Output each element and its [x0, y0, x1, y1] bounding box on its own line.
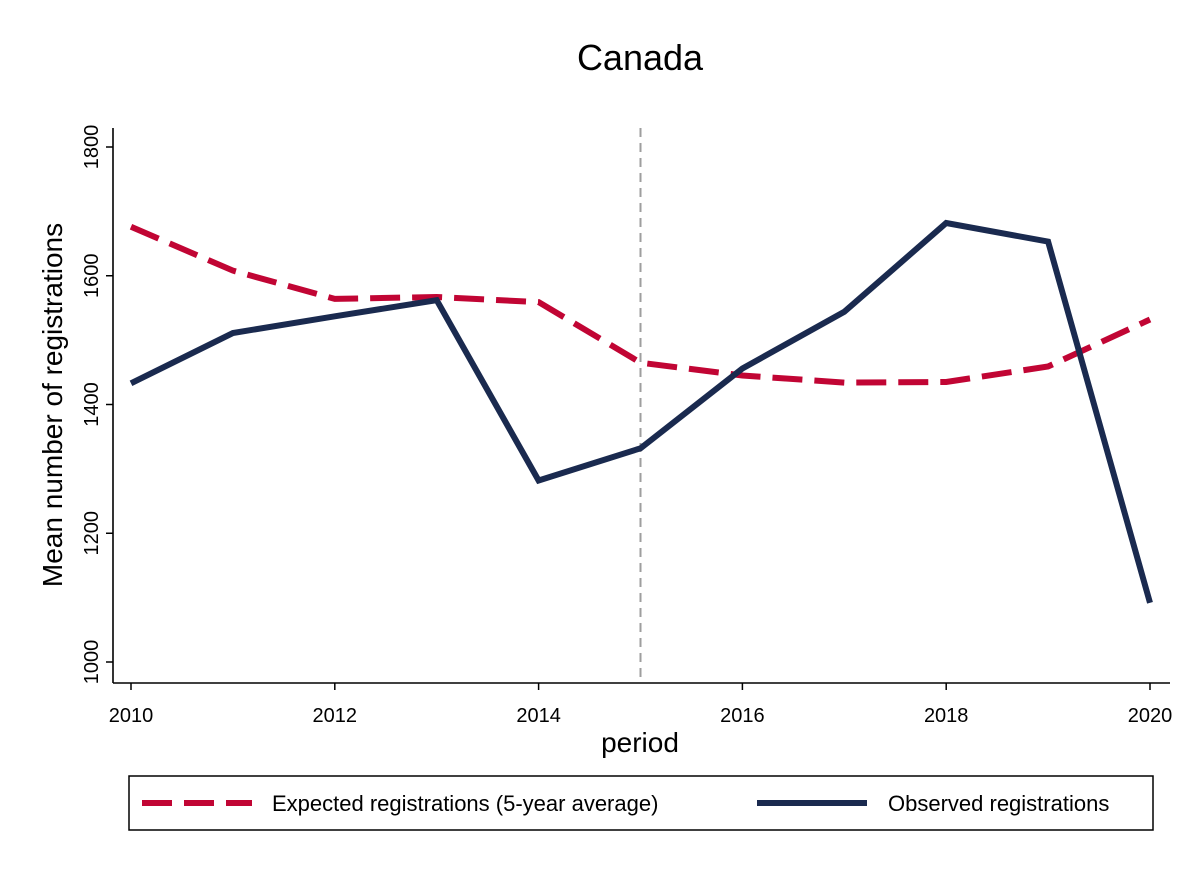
- x-tick-label-2010: 2010: [109, 705, 154, 727]
- y-tick-label-1400: 1400: [81, 382, 103, 427]
- x-ticks: 2010 2012 2014 2016 2018 2020: [109, 683, 1173, 727]
- legend-label-observed: Observed registrations: [888, 791, 1109, 816]
- y-tick-label-1200: 1200: [81, 511, 103, 556]
- y-tick-label-1600: 1600: [81, 254, 103, 299]
- series-line-1: [129, 219, 1153, 604]
- y-ticks: 1000 1200 1400 1600 1800: [81, 125, 113, 685]
- legend: Expected registrations (5-year average) …: [128, 775, 1154, 831]
- series-line-0: [129, 224, 1152, 386]
- x-tick-label-2020: 2020: [1128, 705, 1173, 727]
- y-axis-label: Mean number of registrations: [37, 223, 68, 587]
- x-axis-label: period: [601, 727, 679, 758]
- legend-label-expected: Expected registrations (5-year average): [272, 791, 658, 816]
- y-tick-label-1000: 1000: [81, 640, 103, 685]
- y-tick-label-1800: 1800: [81, 125, 103, 170]
- x-tick-label-2012: 2012: [313, 705, 358, 727]
- chart-title: Canada: [577, 37, 704, 78]
- series-group: [129, 219, 1153, 604]
- x-tick-label-2016: 2016: [720, 705, 765, 727]
- x-tick-label-2014: 2014: [516, 705, 561, 727]
- legend-box: [128, 775, 1154, 831]
- x-tick-label-2018: 2018: [924, 705, 969, 727]
